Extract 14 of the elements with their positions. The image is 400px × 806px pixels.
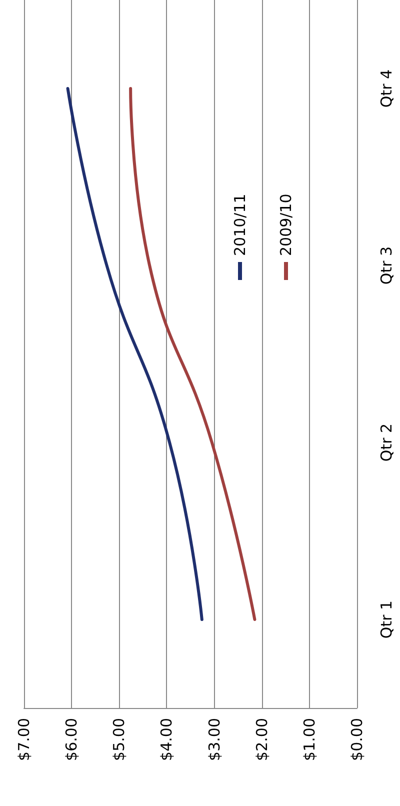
x-tick-label: $4.00 (158, 718, 176, 761)
x-tick-label: $0.00 (348, 718, 366, 761)
x-tick-label: $6.00 (62, 718, 81, 761)
x-tick-label: $5.00 (110, 718, 128, 761)
x-tick-label: $7.00 (15, 718, 33, 761)
y-tick-label: Qtr 3 (378, 246, 396, 285)
text: 2010/11 (231, 194, 249, 256)
x-tick-label: $1.00 (300, 718, 318, 761)
y-tick-label: Qtr 2 (378, 423, 396, 462)
x-tick-label: $3.00 (205, 718, 224, 761)
y-tick-label: Qtr 1 (378, 600, 396, 639)
text: 2009/10 (277, 194, 295, 256)
y-tick-label: Qtr 4 (378, 69, 396, 108)
x-tick-label: $2.00 (252, 718, 271, 761)
